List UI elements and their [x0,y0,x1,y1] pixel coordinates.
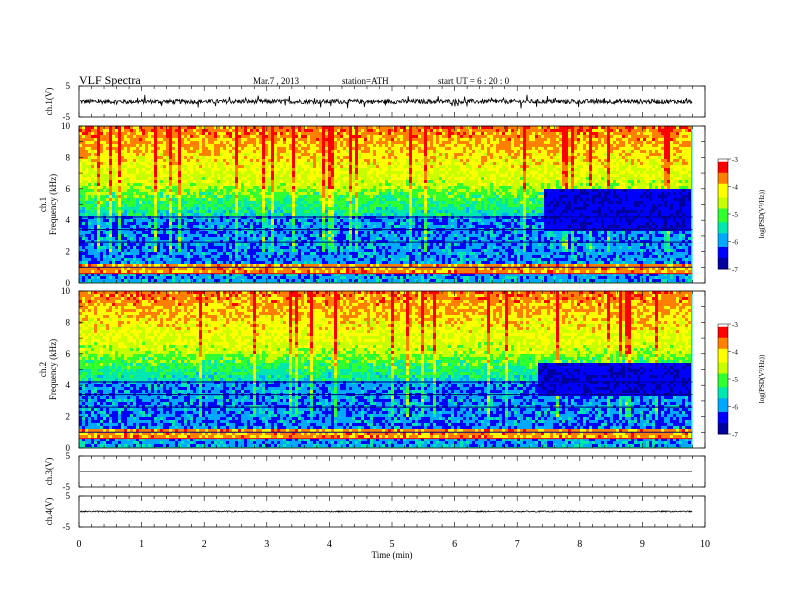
colorbar-tick-label: -6 [732,404,738,412]
x-axis-label: Time (min) [372,550,413,560]
waveform-panel-1: 5 -5 ch.1(V) [44,81,706,122]
x-tick-label: 6 [452,539,457,550]
y-tick-label: 5 [66,81,71,91]
station-label: station=ATH [342,76,389,86]
y-tick-label: -5 [63,482,71,492]
y-tick-label: 5 [66,451,71,461]
spectrogram-cells [79,291,691,447]
y-axis-label: ch.1Frequency (kHz) [38,174,58,235]
colorbar-tick-label: -4 [732,184,738,192]
y-tick-label: 10 [61,286,71,296]
y-axis-label: ch.1(V) [44,88,54,116]
signal-trace [79,94,693,109]
waveform-panel-5: 5 -5 ch.4(V) [44,491,706,532]
colorbar-tick-label: -6 [732,239,738,247]
x-axis: 0 1 2 3 4 5 6 7 8 9 10 Time (min) [77,539,711,560]
y-tick-label: 4 [66,380,71,390]
colorbar-tick-label: -3 [732,156,738,164]
colorbar: -3 -4 -5 -6 -7 log(PSD(V²/Hz)) [717,321,766,439]
y-tick-label: 8 [66,317,71,327]
y-tick-label: 6 [66,184,71,194]
spectrogram-panel-2: 0 2 4 6 8 10 ch.1Frequency (kHz) -3 -4 -5 -6 -7 log(… [38,121,766,288]
spectrogram-cells [79,126,691,282]
colorbar-tick-label: -4 [732,349,738,357]
x-tick-label: 5 [390,539,395,550]
y-tick-label: 4 [66,215,71,225]
y-tick-label: -5 [63,522,71,532]
date-label: Mar.7 , 2013 [253,76,299,86]
waveform-panel-4: 5 -5 ch.3(V) [44,451,706,492]
y-axis-label: ch.3(V) [44,458,54,486]
y-tick-label: -5 [63,112,71,122]
colorbar-label: log(PSD(V²/Hz)) [758,189,766,238]
y-tick-label: 5 [66,491,71,501]
colorbar-tick-label: -7 [732,266,738,274]
signal-trace [79,510,693,513]
y-tick-label: 0 [66,443,71,453]
x-tick-label: 1 [139,539,144,550]
colorbar-tick-label: -7 [732,431,738,439]
start-time-label: start UT = 6 : 20 : 0 [438,76,509,86]
x-ticks [78,86,706,117]
x-tick-label: 9 [640,539,645,550]
colorbar: -3 -4 -5 -6 -7 log(PSD(V²/Hz)) [717,156,766,274]
y-axis-label: ch.2Frequency (kHz) [38,339,58,400]
colorbar-label: log(PSD(V²/Hz)) [758,354,766,403]
colorbar-tick-label: -5 [732,211,738,219]
colorbar-tick-label: -3 [732,321,738,329]
y-tick-label: 8 [66,152,71,162]
x-ticks [78,456,706,487]
x-tick-label: 3 [264,539,269,550]
x-tick-label: 10 [700,539,710,550]
chart-title: VLF Spectra [79,73,141,88]
x-tick-label: 0 [77,539,82,550]
x-tick-label: 8 [577,539,582,550]
x-ticks [78,126,706,283]
y-tick-label: 2 [66,247,71,257]
x-tick-label: 7 [515,539,520,550]
spectrogram-panel-3: 0 2 4 6 8 10 ch.2Frequency (kHz) -3 -4 -5 -6 -7 log(… [38,286,766,453]
x-ticks [78,496,706,527]
x-tick-label: 4 [327,539,332,550]
y-tick-label: 6 [66,349,71,359]
x-ticks [78,291,706,448]
y-tick-label: 2 [66,412,71,422]
x-tick-label: 2 [202,539,207,550]
y-axis-label: ch.4(V) [44,498,54,526]
y-tick-label: 10 [61,121,71,131]
y-tick-label: 0 [66,278,71,288]
colorbar-tick-label: -5 [732,376,738,384]
